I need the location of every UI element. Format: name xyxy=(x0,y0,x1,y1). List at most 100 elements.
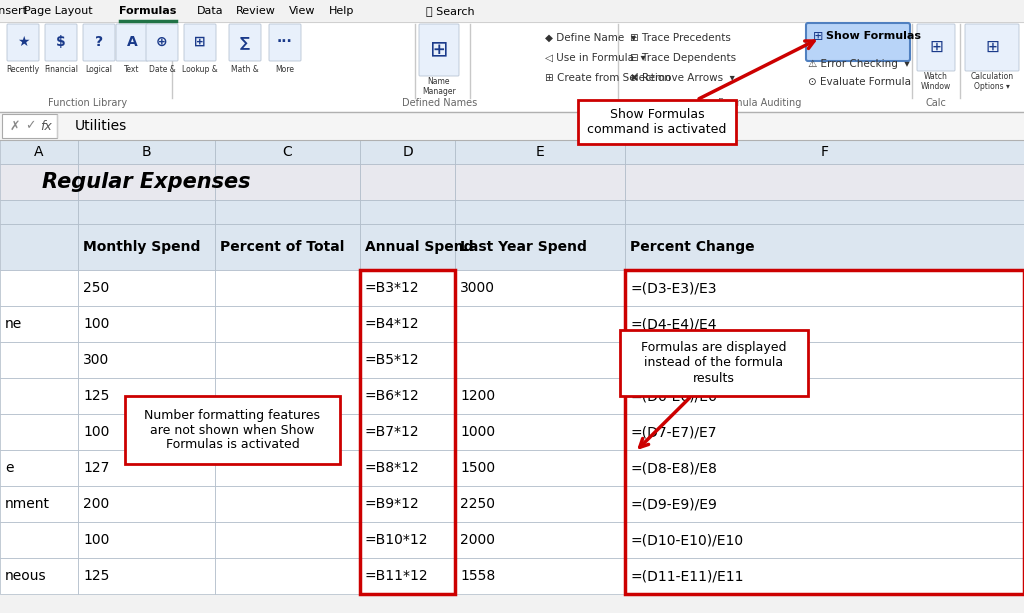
Bar xyxy=(625,164,1024,200)
Text: =B6*12: =B6*12 xyxy=(365,389,420,403)
Text: =(D9-E9)/E9: =(D9-E9)/E9 xyxy=(630,497,717,511)
Text: =(D5-E5)/E5: =(D5-E5)/E5 xyxy=(630,353,717,367)
Text: =(D11-E11)/E11: =(D11-E11)/E11 xyxy=(630,569,743,583)
Bar xyxy=(360,200,455,224)
Text: Review: Review xyxy=(237,6,275,16)
Bar xyxy=(455,140,625,164)
FancyBboxPatch shape xyxy=(620,330,808,396)
Text: =B4*12: =B4*12 xyxy=(365,317,420,331)
Text: F: F xyxy=(820,145,828,159)
Text: Watch
Window: Watch Window xyxy=(921,72,951,91)
Bar xyxy=(2,114,57,138)
Bar xyxy=(215,200,360,224)
Text: ⊙ Evaluate Formula: ⊙ Evaluate Formula xyxy=(808,77,911,87)
Text: Utilities: Utilities xyxy=(75,119,127,133)
Text: =(D8-E8)/E8: =(D8-E8)/E8 xyxy=(630,461,717,475)
Bar xyxy=(455,414,625,450)
Bar xyxy=(625,140,1024,164)
Text: 1558: 1558 xyxy=(460,569,496,583)
Bar xyxy=(0,486,78,522)
Text: 100: 100 xyxy=(83,425,110,439)
Bar xyxy=(0,0,1024,22)
Bar xyxy=(360,522,455,558)
Bar xyxy=(0,306,78,342)
Text: Lookup &: Lookup & xyxy=(182,65,218,74)
Bar xyxy=(360,450,455,486)
Text: ◆ Define Name  ▾: ◆ Define Name ▾ xyxy=(545,33,636,43)
Bar xyxy=(0,558,78,594)
Text: Annual Spend: Annual Spend xyxy=(365,240,473,254)
Bar xyxy=(455,306,625,342)
Bar xyxy=(78,270,215,306)
Text: A: A xyxy=(127,35,137,49)
Bar xyxy=(78,164,215,200)
Text: e: e xyxy=(5,461,13,475)
Text: Data: Data xyxy=(197,6,223,16)
Text: Financial: Financial xyxy=(44,65,78,74)
FancyBboxPatch shape xyxy=(229,24,261,61)
Bar xyxy=(455,270,625,306)
Text: 3000: 3000 xyxy=(460,281,495,295)
Bar xyxy=(455,558,625,594)
Bar xyxy=(215,450,360,486)
Text: Name
Manager: Name Manager xyxy=(422,77,456,96)
FancyBboxPatch shape xyxy=(83,24,115,61)
Text: =(D7-E7)/E7: =(D7-E7)/E7 xyxy=(630,425,717,439)
Text: Formula Auditing: Formula Auditing xyxy=(718,98,802,108)
Text: =(D3-E3)/E3: =(D3-E3)/E3 xyxy=(630,281,717,295)
Text: 100: 100 xyxy=(83,533,110,547)
Text: Recently: Recently xyxy=(6,65,40,74)
Bar xyxy=(215,140,360,164)
Text: ?: ? xyxy=(95,35,103,49)
Bar xyxy=(625,450,1024,486)
Text: ✓: ✓ xyxy=(25,120,36,132)
Bar xyxy=(78,306,215,342)
FancyBboxPatch shape xyxy=(116,24,148,61)
Text: Text: Text xyxy=(124,65,139,74)
Text: 127: 127 xyxy=(83,461,110,475)
Text: ⊞: ⊞ xyxy=(430,40,449,60)
Text: Show Formulas: Show Formulas xyxy=(826,31,921,41)
Bar xyxy=(78,342,215,378)
Bar xyxy=(360,224,455,270)
Bar xyxy=(215,342,360,378)
Text: =B11*12: =B11*12 xyxy=(365,569,429,583)
Bar xyxy=(0,224,78,270)
Text: 1000: 1000 xyxy=(460,425,496,439)
Text: 2250: 2250 xyxy=(460,497,495,511)
Bar xyxy=(78,140,215,164)
Text: 200: 200 xyxy=(83,497,110,511)
FancyBboxPatch shape xyxy=(918,24,955,71)
Text: Percent Change: Percent Change xyxy=(630,240,755,254)
Text: ⊞ Create from Selection: ⊞ Create from Selection xyxy=(545,73,671,83)
Bar xyxy=(0,378,78,414)
Text: ···: ··· xyxy=(278,35,293,49)
Text: neous: neous xyxy=(5,569,47,583)
Text: =B8*12: =B8*12 xyxy=(365,461,420,475)
Bar xyxy=(625,378,1024,414)
FancyBboxPatch shape xyxy=(806,23,910,61)
Bar xyxy=(0,0,1024,112)
Bar xyxy=(215,224,360,270)
Text: 125: 125 xyxy=(83,569,110,583)
Text: Defined Names: Defined Names xyxy=(402,98,477,108)
Bar xyxy=(625,306,1024,342)
Bar xyxy=(455,486,625,522)
Text: 1500: 1500 xyxy=(460,461,496,475)
Text: fx: fx xyxy=(40,120,52,132)
Text: Show Formulas
command is activated: Show Formulas command is activated xyxy=(588,108,727,136)
Text: Math &: Math & xyxy=(231,65,259,74)
Text: ★: ★ xyxy=(16,35,30,49)
Text: View: View xyxy=(289,6,315,16)
Bar xyxy=(78,378,215,414)
Text: B: B xyxy=(141,145,152,159)
Bar xyxy=(0,522,78,558)
Bar xyxy=(0,450,78,486)
Text: Calc: Calc xyxy=(926,98,946,108)
Bar xyxy=(215,486,360,522)
Text: ⊞: ⊞ xyxy=(929,38,943,56)
Text: Formulas: Formulas xyxy=(120,6,177,16)
Bar xyxy=(78,522,215,558)
Bar xyxy=(0,140,78,164)
Bar xyxy=(360,270,455,306)
